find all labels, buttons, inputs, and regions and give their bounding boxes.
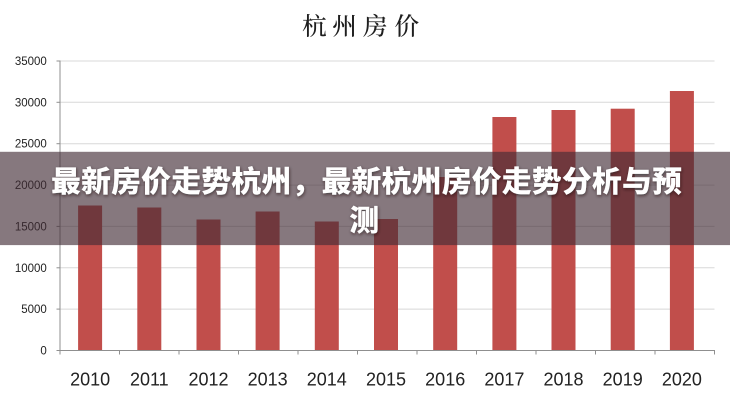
svg-text:2013: 2013 [248, 370, 288, 390]
svg-text:35000: 35000 [15, 56, 47, 68]
svg-text:2010: 2010 [70, 370, 110, 390]
svg-text:0: 0 [40, 346, 46, 358]
svg-text:10000: 10000 [15, 263, 47, 275]
svg-text:2012: 2012 [188, 370, 228, 390]
svg-text:2014: 2014 [307, 370, 347, 390]
svg-text:25000: 25000 [15, 139, 47, 151]
svg-text:30000: 30000 [15, 97, 47, 109]
svg-text:2017: 2017 [484, 370, 524, 390]
svg-text:2016: 2016 [425, 370, 465, 390]
svg-text:5000: 5000 [21, 304, 47, 316]
svg-text:2015: 2015 [366, 370, 406, 390]
svg-text:2018: 2018 [543, 370, 583, 390]
svg-text:2019: 2019 [603, 370, 643, 390]
svg-text:2020: 2020 [662, 370, 702, 390]
svg-text:2011: 2011 [130, 370, 169, 390]
